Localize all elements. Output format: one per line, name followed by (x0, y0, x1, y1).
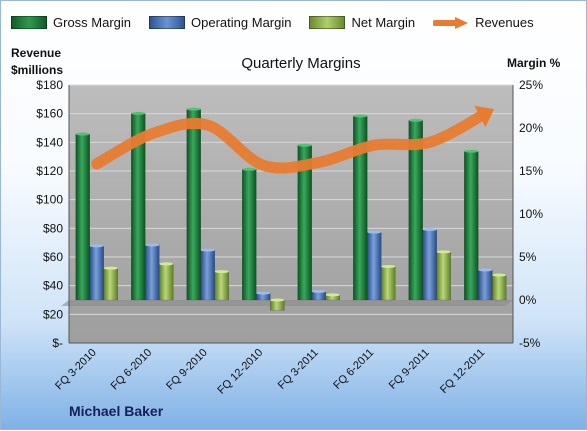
y-tick-left-label: $120 (36, 164, 63, 178)
bar-gross-margin-top (464, 150, 478, 153)
bar-operating-margin (145, 245, 159, 300)
bar-gross-margin-top (187, 108, 201, 111)
y-tick-right-label: 15% (519, 164, 543, 178)
x-tick-label: FQ 12-2011 (438, 347, 487, 396)
bar-operating-margin (367, 232, 381, 300)
y-tick-left-label: $40 (43, 279, 63, 293)
bar-gross-margin (187, 109, 201, 300)
bar-operating-margin-top (423, 228, 437, 231)
bar-net-margin (381, 266, 395, 300)
plot-area (61, 85, 513, 343)
bar-net-margin (492, 275, 506, 300)
x-tick-label: FQ 3-2010 (53, 347, 99, 393)
bar-operating-margin-top (145, 243, 159, 246)
bar-gross-margin-top (76, 133, 90, 136)
bar-operating-margin-top (367, 231, 381, 234)
bar-net-margin (437, 252, 451, 300)
y-tick-left-label: $160 (36, 107, 63, 121)
bar-net-margin-top (326, 293, 340, 296)
bar-net-margin-top (270, 299, 284, 302)
bar-gross-margin-top (242, 168, 256, 171)
y-tick-left-label: $- (52, 336, 63, 350)
bar-gross-margin (242, 169, 256, 300)
y-tick-right-label: 10% (519, 207, 543, 221)
x-tick-label: FQ 9-2010 (164, 347, 210, 393)
bar-operating-margin (423, 229, 437, 300)
bar-gross-margin-top (409, 119, 423, 122)
x-tick-label: FQ 12-2010 (215, 347, 265, 397)
bar-net-margin-top (492, 274, 506, 277)
bar-net-margin (270, 300, 284, 310)
y-tick-right-label: -5% (519, 336, 541, 350)
y-tick-left-label: $80 (43, 221, 63, 235)
y-tick-left-label: $20 (43, 307, 63, 321)
y-tick-left-label: $60 (43, 250, 63, 264)
x-tick-label: FQ 3-2011 (276, 347, 321, 392)
bar-operating-margin (201, 250, 215, 300)
bar-gross-margin (76, 134, 90, 300)
bar-net-margin-top (215, 270, 229, 273)
x-tick-label: FQ 6-2011 (331, 347, 376, 392)
bar-net-margin-top (104, 267, 118, 270)
x-tick-label: FQ 9-2011 (387, 347, 432, 392)
bar-gross-margin (464, 151, 478, 300)
bar-net-margin-top (437, 250, 451, 253)
bar-net-margin (104, 268, 118, 300)
bar-operating-margin (90, 246, 104, 300)
bar-gross-margin-top (298, 144, 312, 147)
y-tick-left-label: $100 (36, 193, 63, 207)
bar-operating-margin-top (256, 292, 270, 295)
y-tick-right-label: 20% (519, 121, 543, 135)
bar-operating-margin-top (201, 249, 215, 252)
bar-operating-margin-top (478, 268, 492, 271)
y-tick-right-label: 0% (519, 293, 537, 307)
y-tick-left-label: $140 (36, 135, 63, 149)
bar-net-margin-top (159, 262, 173, 265)
bar-operating-margin-top (312, 290, 326, 293)
bar-net-margin (215, 272, 229, 300)
y-tick-right-label: 25% (519, 78, 543, 92)
y-tick-left-label: $180 (36, 78, 63, 92)
zero-floor (61, 300, 513, 306)
author-name: Michael Baker (69, 403, 163, 419)
bar-operating-margin-top (90, 244, 104, 247)
bar-gross-margin-top (131, 112, 145, 115)
x-tick-label: FQ 6-2010 (109, 347, 155, 393)
bar-gross-margin-top (353, 114, 367, 117)
y-tick-right-label: 5% (519, 250, 537, 264)
bar-operating-margin (478, 270, 492, 300)
bar-net-margin (159, 264, 173, 300)
bar-net-margin-top (381, 265, 395, 268)
